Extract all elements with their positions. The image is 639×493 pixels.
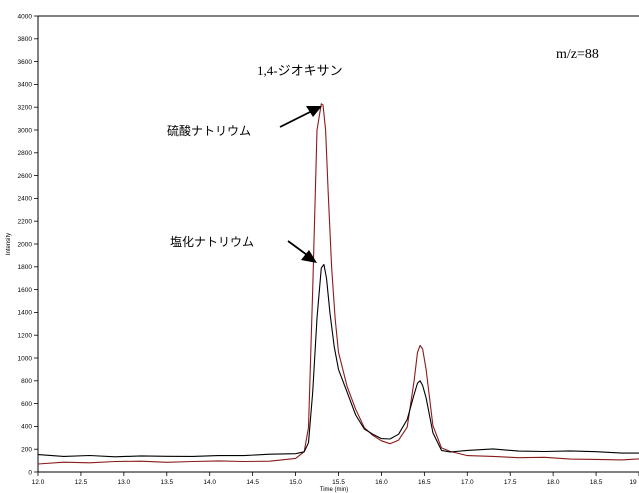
y-tick-label: 0 — [28, 469, 32, 476]
y-tick-label: 1600 — [18, 287, 33, 294]
series-layer — [37, 103, 639, 465]
y-tick-label: 2600 — [18, 173, 33, 180]
y-tick-label: 2800 — [18, 150, 33, 157]
series-line-chloride — [37, 263, 639, 458]
y-tick-label: 1000 — [18, 355, 33, 362]
y-tick-label: 400 — [21, 424, 32, 431]
chloride-arrow — [287, 240, 317, 263]
x-tick-label: 16.5 — [418, 479, 431, 486]
y-tick-label: 3600 — [18, 59, 33, 66]
y-tick-label: 3000 — [18, 127, 33, 134]
x-axis-label: Time (min) — [320, 487, 348, 493]
y-tick-label: 2000 — [18, 241, 33, 248]
sulfate-arrowhead — [306, 106, 322, 117]
plot-frame — [37, 15, 639, 473]
y-axis-ticks: 0 200 400 600 800 1000 1200 1400 1600 1800 2000 220… — [18, 13, 38, 476]
series-line-sulfate — [37, 103, 639, 465]
mz-annotation: m/z=88 — [556, 47, 599, 62]
x-tick-label: 14.0 — [203, 479, 216, 486]
chloride-annotation: 塩化ナトリウム — [170, 234, 254, 249]
sulfate-annotation: 硫酸ナトリウム — [167, 123, 251, 138]
x-tick-label: 14.5 — [246, 479, 259, 486]
y-tick-label: 3800 — [18, 36, 33, 43]
sulfate-arrow — [279, 106, 322, 128]
y-tick-label: 1800 — [18, 264, 33, 271]
x-tick-label: 18.5 — [590, 479, 603, 486]
x-tick-label: 13.5 — [160, 479, 173, 486]
x-tick-label: 15.0 — [289, 479, 302, 486]
y-tick-label: 800 — [21, 378, 32, 385]
y-tick-label: 3200 — [18, 105, 33, 112]
y-tick-label: 1400 — [18, 310, 33, 317]
y-tick-label: 4000 — [18, 13, 33, 20]
y-tick-label: 3400 — [18, 82, 33, 89]
x-tick-label: 19 — [629, 479, 637, 486]
y-tick-label: 1200 — [18, 333, 33, 340]
x-tick-label: 15.5 — [332, 479, 345, 486]
x-tick-label: 18.0 — [547, 479, 560, 486]
y-tick-label: 2400 — [18, 196, 33, 203]
chloride-arrowhead — [301, 250, 317, 263]
x-tick-label: 16.0 — [375, 479, 388, 486]
y-axis-label: Intensity — [6, 233, 12, 255]
y-tick-label: 200 — [21, 447, 32, 454]
x-tick-label: 12.5 — [75, 479, 88, 486]
x-axis-ticks: 12.0 12.5 13.0 13.5 14.0 14.5 15.0 15.5 16.0 16.5… — [32, 472, 639, 486]
compound-annotation: 1,4-ジオキサン — [257, 63, 343, 78]
x-tick-label: 17.5 — [504, 479, 517, 486]
y-tick-label: 2200 — [18, 219, 33, 226]
x-tick-label: 12.0 — [32, 479, 45, 486]
x-tick-label: 17.0 — [461, 479, 474, 486]
x-tick-label: 13.0 — [118, 479, 131, 486]
y-tick-label: 600 — [21, 401, 32, 408]
